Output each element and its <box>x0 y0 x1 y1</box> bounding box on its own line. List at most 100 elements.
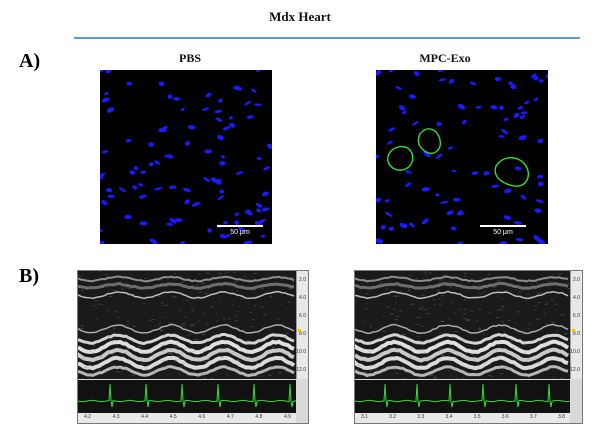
nucleus <box>245 209 253 216</box>
nucleus <box>494 76 502 82</box>
depth-tick-label: 2.0 <box>299 277 306 283</box>
nucleus <box>518 135 527 141</box>
depth-tick-label: 6.0 <box>299 313 306 319</box>
depth-marker <box>572 329 575 332</box>
nucleus <box>169 217 177 224</box>
nucleus <box>133 166 139 171</box>
nucleus <box>222 126 230 131</box>
nucleus <box>180 241 185 244</box>
nucleus <box>504 188 512 194</box>
nucleus <box>513 220 523 225</box>
nucleus <box>246 115 254 119</box>
time-tick-label: 3.4 <box>445 414 453 420</box>
pbs-ecg-trace <box>78 380 297 413</box>
nucleus <box>534 208 542 213</box>
nucleus <box>421 187 431 192</box>
nucleus <box>148 142 155 147</box>
nucleus <box>168 185 177 189</box>
depth-marker <box>298 329 301 332</box>
nucleus <box>469 81 476 86</box>
nucleus <box>214 109 223 114</box>
nucleus <box>519 114 526 120</box>
nucleus <box>395 86 403 90</box>
nucleus <box>158 127 164 133</box>
nucleus <box>126 81 133 86</box>
nucleus <box>184 140 191 146</box>
nucleus <box>229 122 236 128</box>
nucleus <box>498 135 505 138</box>
time-tick-label: 4.9 <box>284 414 291 420</box>
nucleus <box>148 162 155 167</box>
nucleus <box>376 154 379 160</box>
nucleus <box>388 70 395 73</box>
nucleus <box>456 212 465 216</box>
depth-tick-label: 2.0 <box>573 277 580 283</box>
membrane-outline <box>387 145 414 171</box>
nucleus <box>452 197 461 202</box>
mpc-exo-depth-scale: 2.0 4.0 6.0 8.0 10.0 12.0 <box>570 271 582 379</box>
nucleus <box>219 189 225 194</box>
nucleus <box>244 100 251 106</box>
nucleus <box>234 212 240 216</box>
depth-tick-label: 6.0 <box>573 313 580 319</box>
pbs-scale-bar <box>217 225 263 227</box>
depth-tick-label: 12.0 <box>570 367 580 373</box>
nucleus <box>100 172 106 178</box>
mpc-exo-scale-text: 50 μm <box>493 229 513 236</box>
mpc-exo-echocardiogram: 3.1 3.2 3.3 3.4 3.5 3.6 3.7 3.8 2.0 4.0 6.0 8.0 10.… <box>354 270 583 424</box>
nucleus <box>267 143 272 149</box>
nucleus <box>207 228 212 233</box>
nucleus <box>515 238 524 242</box>
nucleus <box>204 149 213 154</box>
nucleus <box>262 191 269 197</box>
nucleus <box>384 211 393 217</box>
nucleus <box>124 214 132 220</box>
nucleus <box>217 134 224 141</box>
time-tick-label: 4.3 <box>112 414 120 420</box>
nucleus <box>167 94 173 100</box>
nucleus <box>138 194 147 199</box>
time-tick-label: 3.5 <box>473 414 481 420</box>
nucleus <box>263 166 271 171</box>
nucleus <box>510 84 517 90</box>
nucleus <box>503 215 512 221</box>
nucleus <box>191 201 200 207</box>
nucleus <box>388 226 395 231</box>
nucleus <box>149 238 158 244</box>
nucleus <box>219 160 226 166</box>
nucleus <box>100 240 105 244</box>
mpc-exo-mmode-trace <box>355 271 570 379</box>
nucleus <box>405 182 411 188</box>
time-tick-label: 4.4 <box>141 414 149 420</box>
nucleus <box>388 127 396 132</box>
nucleus <box>118 187 127 193</box>
nucleus <box>438 78 447 82</box>
nucleus <box>255 202 263 208</box>
nucleus <box>533 235 541 242</box>
mpc-exo-label: MPC-Exo <box>419 51 471 65</box>
nucleus <box>132 185 138 190</box>
nucleus <box>520 195 527 200</box>
nucleus <box>154 187 163 191</box>
nucleus <box>166 222 174 227</box>
nucleus <box>457 103 466 110</box>
nucleus <box>501 129 509 135</box>
nucleus <box>223 221 228 225</box>
nucleus <box>101 150 109 154</box>
nucleus <box>537 174 544 179</box>
nucleus <box>437 70 446 72</box>
nucleus <box>187 125 196 130</box>
nucleus <box>219 233 227 239</box>
depth-tick-label: 4.0 <box>299 295 306 301</box>
nucleus <box>203 177 211 183</box>
nucleus <box>376 70 382 76</box>
time-tick-label: 4.6 <box>198 414 206 420</box>
nucleus <box>503 117 509 121</box>
nucleus <box>435 153 443 159</box>
depth-tick-label: 4.0 <box>573 295 580 301</box>
depth-tick-label: 8.0 <box>299 331 306 337</box>
nucleus <box>461 119 467 125</box>
nucleus <box>534 97 539 102</box>
nucleus <box>125 138 132 143</box>
nucleus <box>256 70 261 73</box>
